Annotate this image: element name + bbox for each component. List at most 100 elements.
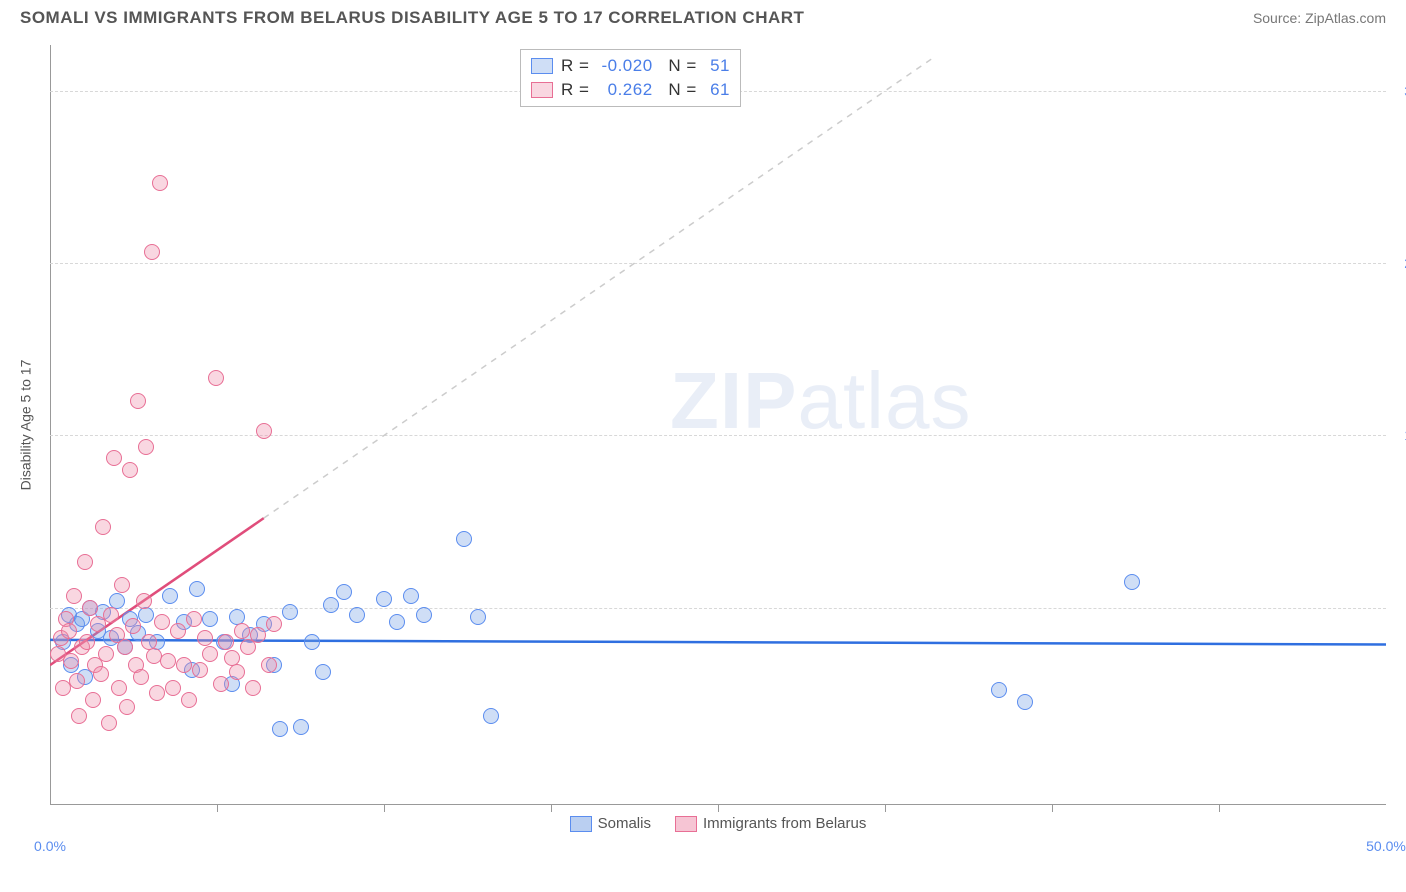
data-point	[416, 607, 432, 623]
legend-item: Immigrants from Belarus	[675, 815, 866, 832]
data-point	[152, 175, 168, 191]
data-point	[315, 664, 331, 680]
y-axis-label: Disability Age 5 to 17	[17, 360, 33, 491]
legend-swatch	[675, 816, 697, 832]
legend-label: Somalis	[598, 815, 651, 832]
data-point	[272, 721, 288, 737]
data-point	[106, 450, 122, 466]
data-point	[125, 618, 141, 634]
data-point	[170, 623, 186, 639]
data-point	[117, 639, 133, 655]
data-point	[103, 607, 119, 623]
data-point	[483, 708, 499, 724]
data-point	[162, 588, 178, 604]
regression-row: R = -0.020 N = 51	[531, 54, 730, 78]
data-point	[93, 666, 109, 682]
data-point	[101, 715, 117, 731]
source-label: Source: ZipAtlas.com	[1253, 10, 1386, 26]
data-point	[261, 657, 277, 673]
data-point	[181, 692, 197, 708]
x-tick	[384, 805, 385, 812]
data-point	[266, 616, 282, 632]
data-point	[133, 669, 149, 685]
data-point	[154, 614, 170, 630]
data-point	[376, 591, 392, 607]
x-tick	[551, 805, 552, 812]
data-point	[991, 682, 1007, 698]
data-point	[114, 577, 130, 593]
data-point	[349, 607, 365, 623]
data-point	[63, 653, 79, 669]
x-tick	[217, 805, 218, 812]
x-tick-label: 0.0%	[34, 838, 66, 854]
data-point	[98, 646, 114, 662]
data-point	[79, 634, 95, 650]
regression-text: R = 0.262 N = 61	[561, 80, 730, 100]
x-tick	[885, 805, 886, 812]
legend-label: Immigrants from Belarus	[703, 815, 866, 832]
data-point	[186, 611, 202, 627]
data-point	[256, 423, 272, 439]
data-point	[82, 600, 98, 616]
data-point	[293, 719, 309, 735]
data-point	[71, 708, 87, 724]
data-point	[202, 646, 218, 662]
data-point	[213, 676, 229, 692]
data-point	[66, 588, 82, 604]
data-point	[456, 531, 472, 547]
legend-swatch	[531, 58, 553, 74]
data-point	[136, 593, 152, 609]
data-point	[218, 634, 234, 650]
data-point	[69, 673, 85, 689]
data-point	[61, 623, 77, 639]
data-point	[323, 597, 339, 613]
data-point	[336, 584, 352, 600]
data-point	[77, 554, 93, 570]
data-point	[119, 699, 135, 715]
data-point	[245, 680, 261, 696]
y-axis-label-container: Disability Age 5 to 17	[10, 45, 40, 805]
data-point	[189, 581, 205, 597]
regression-text: R = -0.020 N = 51	[561, 56, 730, 76]
series-legend: Somalis Immigrants from Belarus	[50, 815, 1386, 832]
data-point	[165, 680, 181, 696]
data-point	[208, 370, 224, 386]
data-point	[85, 692, 101, 708]
data-point	[1017, 694, 1033, 710]
data-point	[149, 685, 165, 701]
data-point	[176, 657, 192, 673]
data-point	[403, 588, 419, 604]
data-point	[138, 607, 154, 623]
regression-legend: R = -0.020 N = 51 R = 0.262 N = 61	[520, 49, 741, 107]
data-point	[138, 439, 154, 455]
x-tick	[1052, 805, 1053, 812]
data-point	[282, 604, 298, 620]
data-point	[229, 664, 245, 680]
data-point	[250, 627, 266, 643]
data-point	[304, 634, 320, 650]
legend-swatch	[531, 82, 553, 98]
chart-area: Disability Age 5 to 17 ZIPatlas7.5%15.0%…	[50, 45, 1386, 830]
x-tick	[1219, 805, 1220, 812]
data-point	[1124, 574, 1140, 590]
header: SOMALI VS IMMIGRANTS FROM BELARUS DISABI…	[0, 0, 1406, 32]
x-tick	[718, 805, 719, 812]
scatter-plot: ZIPatlas7.5%15.0%22.5%30.0%0.0%50.0%R = …	[50, 45, 1386, 830]
data-point	[234, 623, 250, 639]
regression-row: R = 0.262 N = 61	[531, 78, 730, 102]
data-point	[192, 662, 208, 678]
x-tick-label: 50.0%	[1366, 838, 1406, 854]
legend-item: Somalis	[570, 815, 651, 832]
data-point	[197, 630, 213, 646]
chart-title: SOMALI VS IMMIGRANTS FROM BELARUS DISABI…	[20, 8, 804, 28]
data-point	[144, 244, 160, 260]
data-point	[470, 609, 486, 625]
data-point	[111, 680, 127, 696]
data-point	[130, 393, 146, 409]
legend-swatch	[570, 816, 592, 832]
data-point	[202, 611, 218, 627]
data-point	[160, 653, 176, 669]
data-point	[95, 519, 111, 535]
data-point	[389, 614, 405, 630]
data-point	[122, 462, 138, 478]
